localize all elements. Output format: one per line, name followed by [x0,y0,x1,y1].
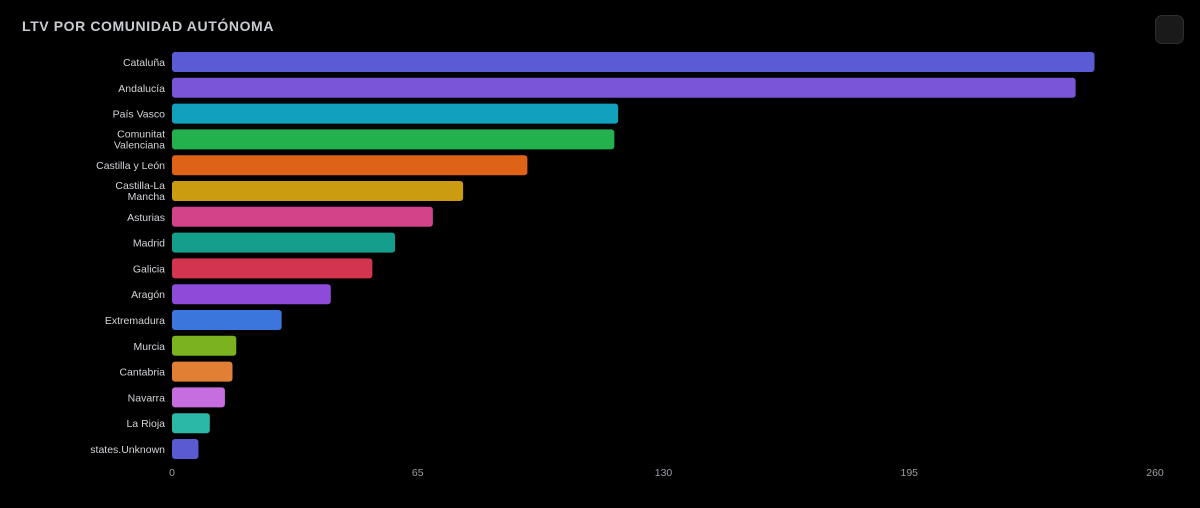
category-label-aragon: Aragón [131,289,165,301]
category-label-extremadura: Extremadura [105,315,165,327]
bar-madrid[interactable] [172,232,396,253]
bar-comunitat-valenciana[interactable] [172,129,615,150]
bar-navarra[interactable] [172,387,225,408]
category-label-cantabria: Cantabria [119,367,165,379]
x-tick-label-0: 0 [169,467,175,479]
panel-menu-button[interactable] [1155,15,1184,44]
bar-la-rioja[interactable] [172,413,210,434]
category-label-castilla-y-leon: Castilla y León [96,160,165,172]
category-label-cataluna: Cataluña [123,57,165,69]
bar-aragon[interactable] [172,284,331,305]
category-label-la-rioja: La Rioja [126,418,165,430]
x-tick-label-130: 130 [655,467,673,479]
bar-castilla-y-leon[interactable] [172,155,528,176]
category-label-navarra: Navarra [128,392,166,404]
bar-galicia[interactable] [172,258,373,279]
x-tick-label-65: 65 [412,467,424,479]
category-label-andalucia: Andalucía [118,83,165,95]
bar-pais-vasco[interactable] [172,103,619,124]
category-label-murcia: Murcia [133,341,165,353]
category-label-asturias: Asturias [127,212,165,224]
x-tick-label-260: 260 [1146,467,1164,479]
bar-extremadura[interactable] [172,310,282,330]
category-label-pais-vasco: País Vasco [113,109,165,121]
bar-cataluna[interactable] [172,52,1095,72]
bar-castilla-la-mancha[interactable] [172,181,464,201]
x-tick-label-195: 195 [900,467,918,479]
category-label-galicia: Galicia [133,263,165,275]
category-label-madrid: Madrid [133,238,165,250]
bar-murcia[interactable] [172,335,237,356]
category-label-states-unknown: states.Unknown [90,444,165,456]
bar-states-unknown[interactable] [172,439,199,459]
chart-title: LTV POR COMUNIDAD AUTÓNOMA [22,18,275,34]
bar-andalucia[interactable] [172,77,1076,98]
category-label-comunitat-valenciana: Comunitat Valenciana [114,128,165,151]
bar-asturias[interactable] [172,206,433,227]
bar-cantabria[interactable] [172,361,233,382]
category-label-castilla-la-mancha: Castilla-La Mancha [115,180,165,203]
